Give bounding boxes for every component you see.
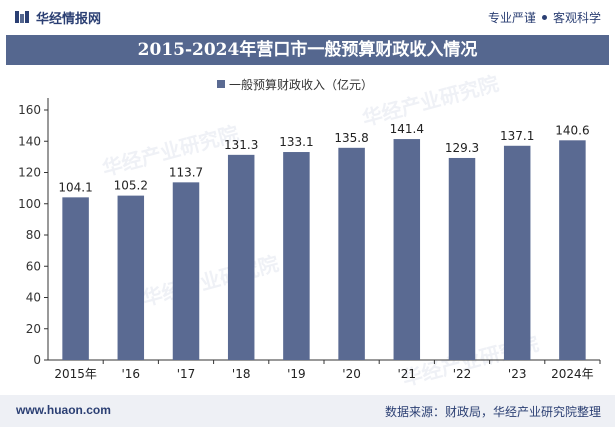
data-label: 140.6 <box>555 123 589 137</box>
website-link[interactable]: www.huaon.com <box>16 403 111 417</box>
x-tick-label: '16 <box>122 367 141 381</box>
data-source: 数据来源：财政局，华经产业研究院整理 <box>384 405 601 419</box>
data-label: 135.8 <box>334 131 368 145</box>
chart-area: 华经产业研究院 华经产业研究院 华经产业研究院 华经产业研究院 一般预算财政收入… <box>0 65 615 395</box>
bar <box>393 139 421 360</box>
footer: www.huaon.com 数据来源：财政局，华经产业研究院整理 <box>0 395 615 427</box>
bar <box>503 145 531 360</box>
y-tick-label: 100 <box>18 197 41 211</box>
brand-name: 华经情报网 <box>36 11 102 27</box>
legend-swatch <box>217 80 225 88</box>
data-label: 105.2 <box>114 179 148 193</box>
data-label: 137.1 <box>500 129 534 143</box>
bar <box>283 152 310 360</box>
bar <box>448 157 476 360</box>
y-tick-label: 80 <box>26 228 41 242</box>
data-label: 113.7 <box>169 165 203 179</box>
x-tick-label: '21 <box>398 367 417 381</box>
bar <box>227 154 255 360</box>
tagline-right: 客观科学 <box>552 11 601 25</box>
bar <box>559 140 586 360</box>
y-tick-label: 160 <box>18 103 41 117</box>
bar <box>62 197 89 360</box>
x-tick-label: '18 <box>232 367 251 381</box>
x-tick-label: '23 <box>508 367 527 381</box>
y-tick-label: 140 <box>18 134 41 148</box>
x-tick-label: 2015年 <box>54 367 97 381</box>
x-tick-label: '17 <box>177 367 196 381</box>
x-tick-label: '22 <box>453 367 472 381</box>
data-label: 141.4 <box>390 122 424 136</box>
x-tick-label: '20 <box>342 367 361 381</box>
data-label: 133.1 <box>279 135 313 149</box>
x-tick-label: 2024年 <box>551 367 594 381</box>
y-tick-label: 0 <box>33 353 41 367</box>
tagline: 专业严谨 客观科学 <box>488 9 601 26</box>
tagline-dot-icon <box>541 15 547 20</box>
data-label: 129.3 <box>445 141 479 155</box>
brand[interactable]: 华经情报网 <box>14 8 102 27</box>
y-tick-label: 60 <box>26 259 41 273</box>
chart-title: 2015-2024年营口市一般预算财政收入情况 <box>6 35 609 65</box>
x-tick-label: '19 <box>287 367 306 381</box>
brand-logo-icon <box>15 11 29 23</box>
y-tick-label: 40 <box>26 291 41 305</box>
legend-label: 一般预算财政收入（亿元） <box>229 77 373 92</box>
data-label: 131.3 <box>224 138 258 152</box>
bar <box>172 182 200 360</box>
y-tick-label: 20 <box>26 322 41 336</box>
y-tick-label: 120 <box>18 166 41 180</box>
bar <box>117 195 145 360</box>
header-bar: 华经情报网 专业严谨 客观科学 <box>0 0 615 34</box>
bar <box>338 147 365 360</box>
bar-chart: 一般预算财政收入（亿元） 0 20 40 60 80 100 120 140 160 104.1 20… <box>18 77 601 381</box>
data-label: 104.1 <box>58 180 92 194</box>
tagline-left: 专业严谨 <box>487 11 536 25</box>
